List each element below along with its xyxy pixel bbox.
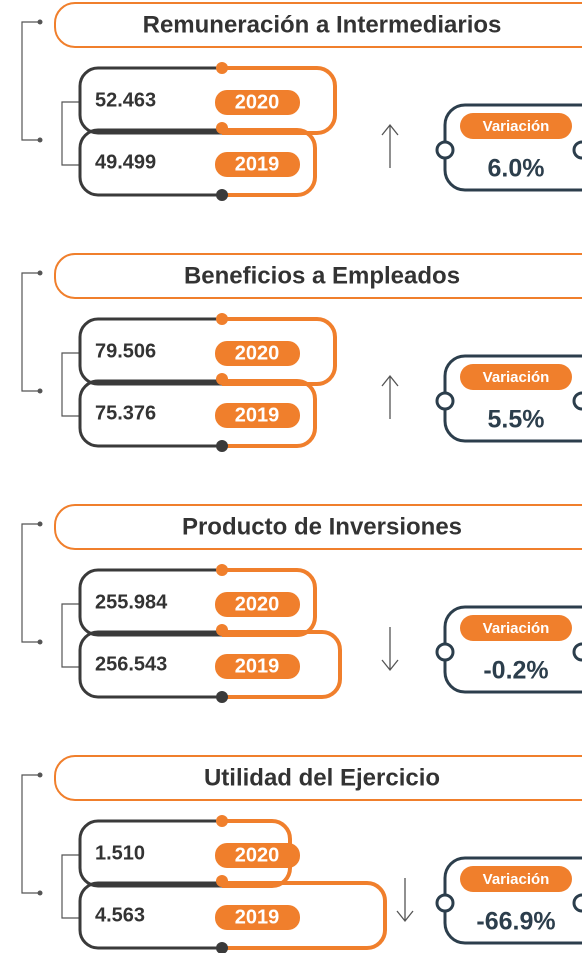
variation-pill	[460, 113, 572, 139]
variation-dot	[572, 140, 582, 160]
value: 52.463	[95, 89, 156, 111]
year: 2020	[235, 91, 280, 113]
variation-pill	[460, 615, 572, 641]
section: Remuneración a Intermediarios 52.463 2020 4…	[21, 2, 582, 201]
section-title: Beneficios a Empleados	[184, 262, 460, 289]
variation-dot	[572, 391, 582, 411]
bracket-dot	[37, 890, 43, 896]
value: 4.563	[95, 904, 145, 926]
value-box-accent	[222, 630, 342, 699]
year: 2020	[235, 593, 280, 615]
connector-dot	[216, 440, 228, 452]
variation-pill	[460, 364, 572, 390]
variation-dot	[435, 893, 455, 913]
connector-dot	[216, 815, 228, 827]
value-box-accent	[222, 128, 317, 197]
bracket-dot	[37, 388, 43, 394]
bracket-dot	[37, 19, 43, 25]
variation-dot	[435, 140, 455, 160]
bracket-dot	[37, 270, 43, 276]
variation-label: Variación	[483, 620, 550, 637]
variation-dot	[572, 893, 582, 913]
variation-value: 5.5%	[488, 406, 545, 434]
year: 2019	[235, 153, 280, 175]
variation-value: 6.0%	[488, 155, 545, 183]
bracket-dot	[37, 639, 43, 645]
variation-label: Variación	[483, 871, 550, 888]
section-title: Remuneración a Intermediarios	[143, 11, 502, 38]
year-pill	[215, 843, 300, 868]
connector-dot	[216, 564, 228, 576]
section-title: Producto de Inversiones	[182, 513, 462, 540]
value: 1.510	[95, 842, 145, 864]
variation-value: -66.9%	[476, 908, 555, 936]
year-pill	[215, 592, 300, 617]
year-pill	[215, 654, 300, 679]
section: Utilidad del Ejercicio 1.510 2020 4.563 2019…	[21, 755, 582, 953]
bracket-dot	[37, 521, 43, 527]
year-pill	[215, 341, 300, 366]
variation-dot	[572, 642, 582, 662]
section: Producto de Inversiones 255.984 2020 256.54…	[21, 504, 582, 703]
connector-dot	[216, 875, 228, 887]
connector-dot	[216, 373, 228, 385]
trend-arrow	[396, 878, 414, 923]
connector-dot	[216, 691, 228, 703]
variation-dot	[435, 642, 455, 662]
year: 2019	[235, 655, 280, 677]
connector-dot	[216, 122, 228, 134]
year: 2019	[235, 404, 280, 426]
bracket	[21, 774, 80, 919]
value-box-accent	[222, 317, 337, 386]
bracket	[21, 21, 80, 166]
value: 49.499	[95, 151, 156, 173]
connector-dot	[216, 624, 228, 636]
value: 256.543	[95, 653, 167, 675]
variation-value: -0.2%	[483, 657, 548, 685]
title-pill	[54, 755, 582, 801]
connector-dot	[216, 942, 228, 953]
year: 2020	[235, 342, 280, 364]
year-pill	[215, 905, 300, 930]
bracket-dot	[37, 137, 43, 143]
year: 2019	[235, 906, 280, 928]
bracket	[21, 523, 80, 668]
trend-arrow	[381, 374, 399, 419]
bracket-dot	[37, 772, 43, 778]
section: Beneficios a Empleados 79.506 2020 75.376 20…	[21, 253, 582, 452]
connector-dot	[216, 189, 228, 201]
year-pill	[215, 152, 300, 177]
title-pill	[54, 2, 582, 48]
section-title: Utilidad del Ejercicio	[204, 764, 440, 791]
variation-label: Variación	[483, 118, 550, 135]
year-pill	[215, 403, 300, 428]
year: 2020	[235, 844, 280, 866]
year-pill	[215, 90, 300, 115]
value: 79.506	[95, 340, 156, 362]
value-box-accent	[222, 66, 337, 135]
variation-dot	[435, 391, 455, 411]
trend-arrow	[381, 123, 399, 168]
connector-dot	[216, 313, 228, 325]
bracket	[21, 272, 80, 417]
title-pill	[54, 253, 582, 299]
value: 75.376	[95, 402, 156, 424]
value-box-accent	[222, 881, 387, 950]
variation-label: Variación	[483, 369, 550, 386]
value-box-accent	[222, 379, 317, 448]
trend-arrow	[381, 627, 399, 672]
connector-dot	[216, 62, 228, 74]
value: 255.984	[95, 591, 168, 613]
title-pill	[54, 504, 582, 550]
variation-pill	[460, 866, 572, 892]
